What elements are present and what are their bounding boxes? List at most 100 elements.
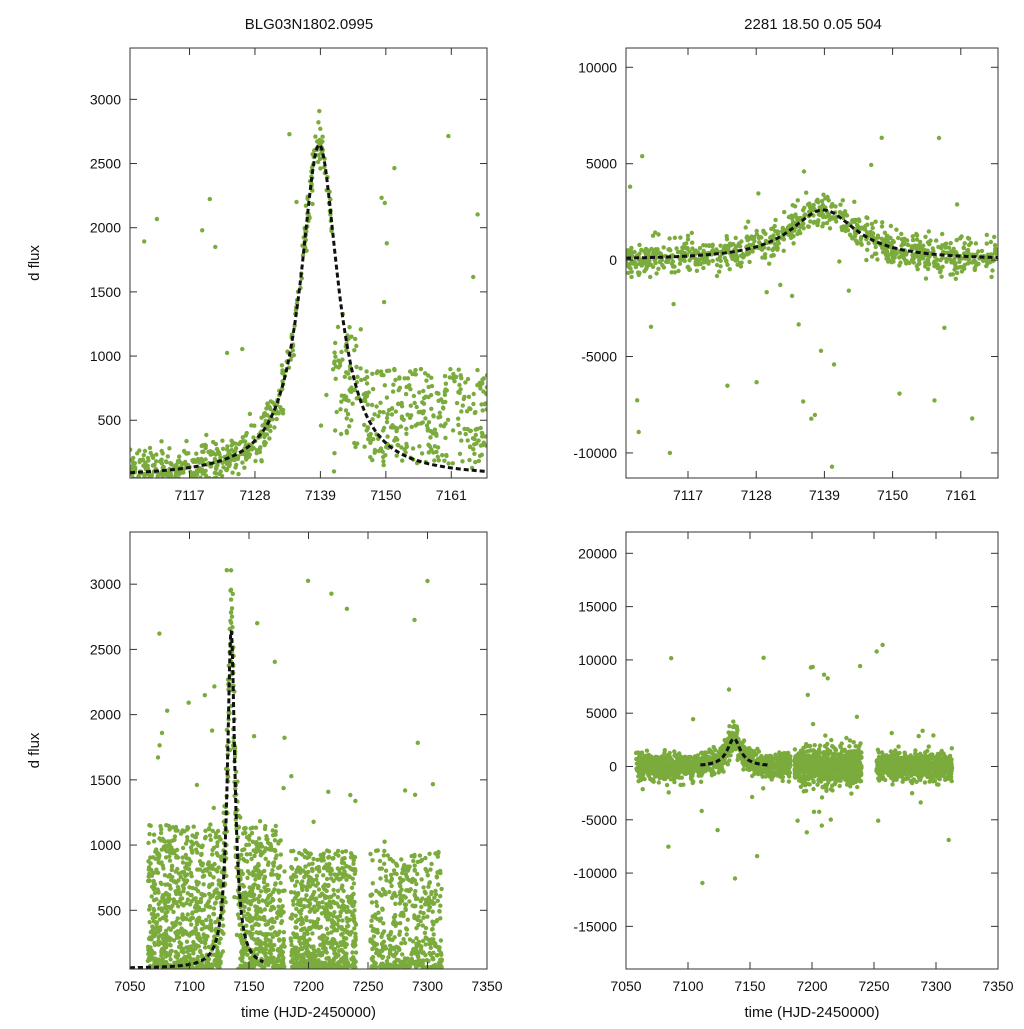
data-point xyxy=(231,592,235,596)
data-point xyxy=(426,873,430,877)
data-point xyxy=(347,325,351,329)
data-point xyxy=(696,257,700,261)
y-tick-label: 500 xyxy=(98,412,122,428)
data-point xyxy=(378,949,382,953)
x-tick-label: 7350 xyxy=(471,978,502,994)
data-point xyxy=(428,905,432,909)
data-point xyxy=(382,300,386,304)
data-point xyxy=(343,945,347,949)
data-point xyxy=(278,881,282,885)
data-point xyxy=(180,912,184,916)
data-point xyxy=(339,940,343,944)
data-point xyxy=(734,236,738,240)
data-point xyxy=(678,235,682,239)
data-point xyxy=(832,362,836,366)
data-point xyxy=(274,411,278,415)
data-point xyxy=(259,909,263,913)
data-point xyxy=(918,240,922,244)
data-point xyxy=(154,452,158,456)
data-point xyxy=(212,912,216,916)
data-point xyxy=(168,859,172,863)
data-point xyxy=(262,869,266,873)
data-point xyxy=(344,956,348,960)
data-point xyxy=(134,481,138,485)
data-point xyxy=(958,265,962,269)
data-point xyxy=(155,217,159,221)
data-point xyxy=(181,889,185,893)
data-point xyxy=(891,259,895,263)
data-point xyxy=(214,452,218,456)
data-point xyxy=(215,481,219,485)
data-point xyxy=(404,962,408,966)
data-point xyxy=(229,443,233,447)
data-point xyxy=(480,431,484,435)
data-point xyxy=(355,396,359,400)
data-point xyxy=(827,198,831,202)
data-point xyxy=(481,408,485,412)
data-point xyxy=(181,933,185,937)
data-point xyxy=(385,395,389,399)
data-point xyxy=(245,431,249,435)
data-point xyxy=(408,387,412,391)
data-point xyxy=(710,244,714,248)
data-point xyxy=(682,242,686,246)
data-point xyxy=(312,948,316,952)
data-point xyxy=(289,890,293,894)
data-point xyxy=(156,890,160,894)
data-point xyxy=(718,244,722,248)
data-point xyxy=(200,228,204,232)
data-point xyxy=(174,463,178,467)
x-tick-label: 7050 xyxy=(114,978,145,994)
data-point xyxy=(159,860,163,864)
data-point xyxy=(331,914,335,918)
y-tick-label: 1500 xyxy=(90,284,121,300)
data-point xyxy=(177,472,181,476)
data-point xyxy=(431,910,435,914)
y-tick-label: 2000 xyxy=(90,220,121,236)
data-point xyxy=(324,902,328,906)
data-point xyxy=(240,347,244,351)
data-point xyxy=(383,201,387,205)
data-point xyxy=(717,270,721,274)
data-point xyxy=(647,259,651,263)
data-point xyxy=(162,897,166,901)
data-point xyxy=(234,463,238,467)
data-point xyxy=(404,442,408,446)
data-point xyxy=(281,408,285,412)
data-point xyxy=(191,841,195,845)
data-point xyxy=(317,936,321,940)
data-point xyxy=(211,440,215,444)
data-point xyxy=(769,227,773,231)
data-point xyxy=(381,428,385,432)
data-point xyxy=(186,912,190,916)
data-point xyxy=(259,416,263,420)
data-point xyxy=(247,907,251,911)
data-point xyxy=(766,246,770,250)
data-point xyxy=(324,862,328,866)
data-point xyxy=(299,928,303,932)
data-point xyxy=(348,376,352,380)
data-point xyxy=(875,257,879,261)
data-point xyxy=(201,875,205,879)
data-point xyxy=(423,931,427,935)
data-point xyxy=(358,366,362,370)
data-point xyxy=(656,267,660,271)
data-point xyxy=(270,847,274,851)
data-point xyxy=(389,884,393,888)
data-point xyxy=(151,463,155,467)
data-point xyxy=(317,887,321,891)
data-point xyxy=(850,236,854,240)
data-point xyxy=(940,232,944,236)
data-point xyxy=(413,401,417,405)
data-point xyxy=(931,246,935,250)
data-point xyxy=(314,925,318,929)
data-point xyxy=(980,249,984,253)
data-point xyxy=(989,275,993,279)
data-point xyxy=(630,270,634,274)
data-point xyxy=(307,958,311,962)
data-point xyxy=(273,660,277,664)
data-point xyxy=(257,836,261,840)
data-point xyxy=(353,935,357,939)
data-point xyxy=(690,241,694,245)
